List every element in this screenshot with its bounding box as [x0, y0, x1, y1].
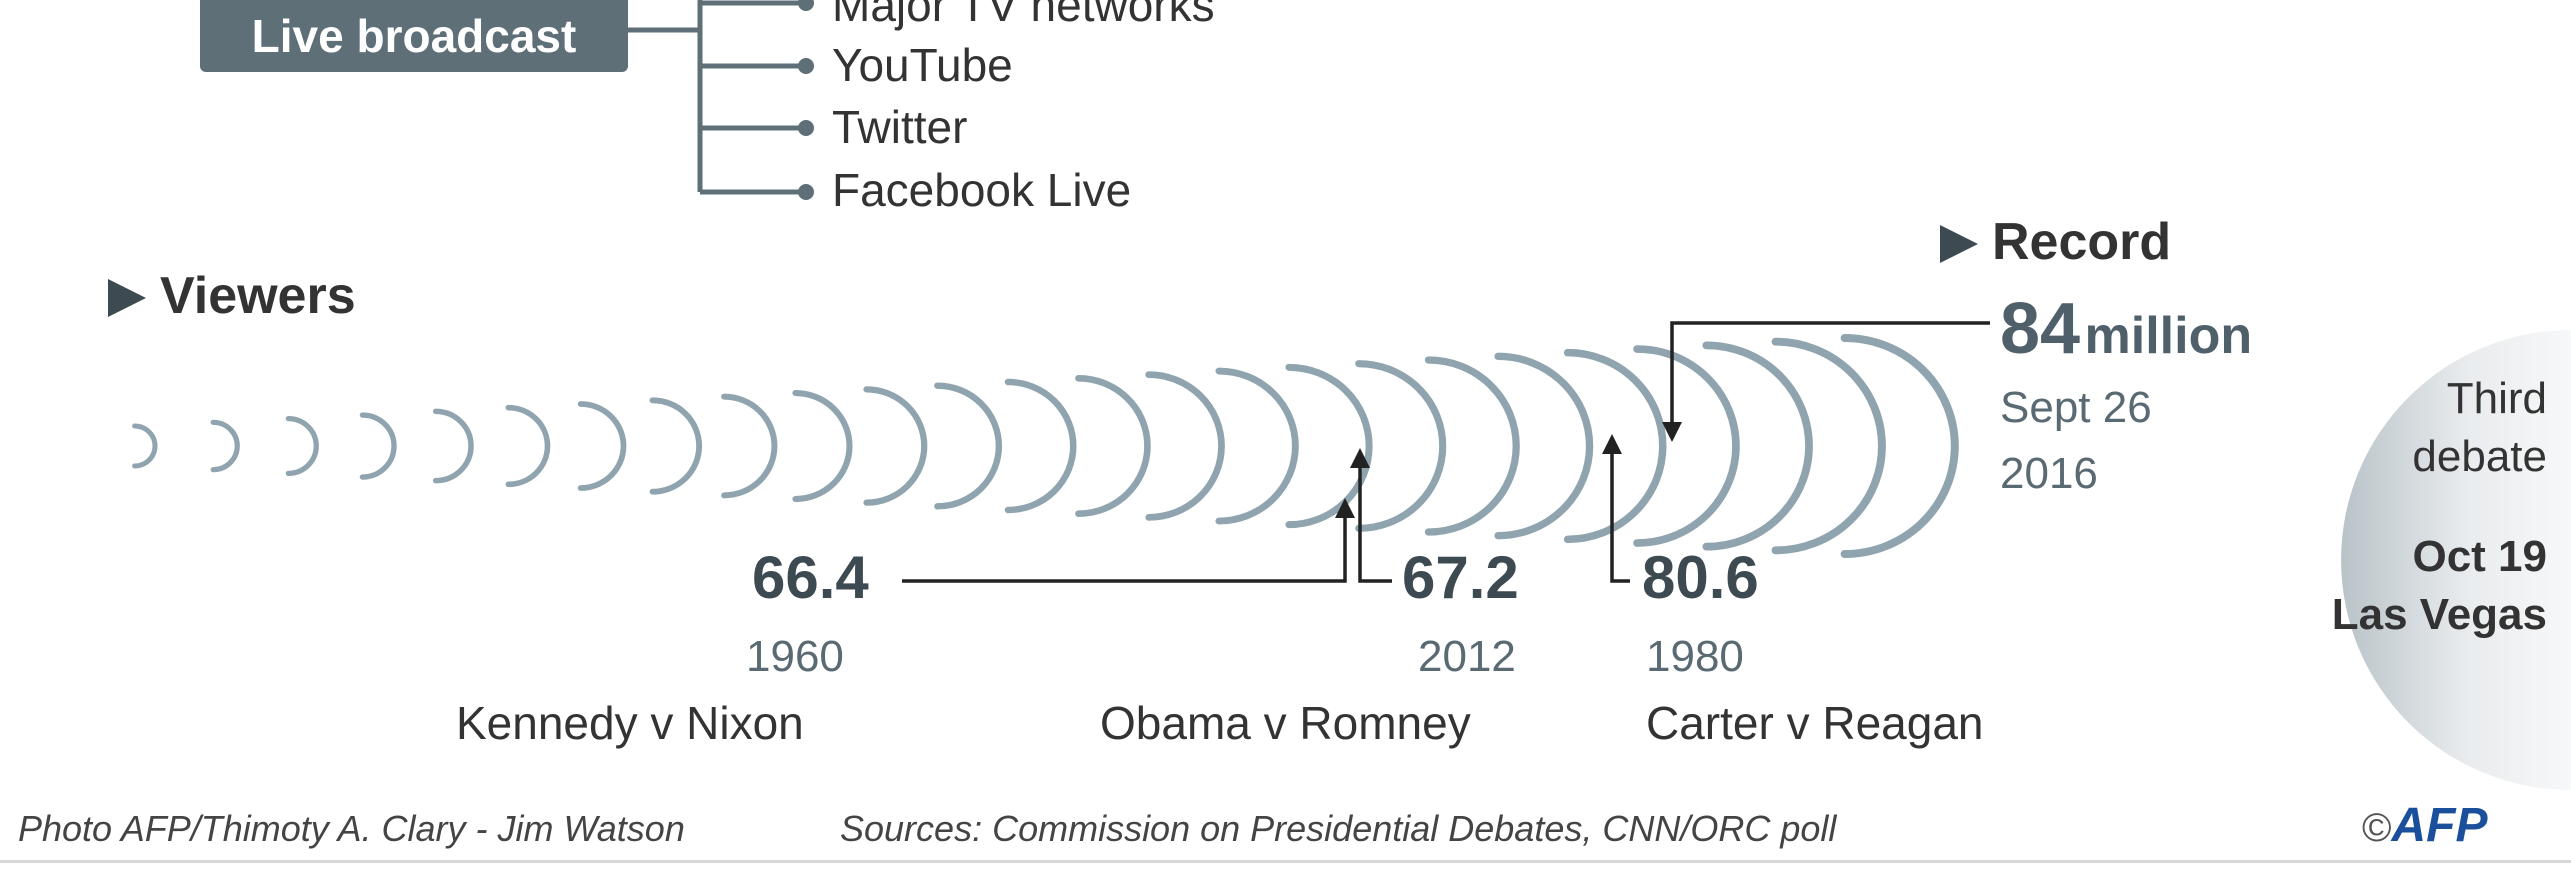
arrow-up-icon [1350, 448, 1370, 468]
afp-logo: ©AFP [2362, 799, 2488, 852]
arrow-up-icon [1602, 434, 1622, 454]
media-item: YouTube [832, 39, 1013, 91]
matchup-1980: Carter v Reagan [1646, 697, 1984, 749]
arrow-up-icon [1335, 498, 1355, 518]
third-debate-line1: Third [2446, 374, 2547, 423]
bullet-icon [798, 58, 814, 74]
viewer-arc [505, 404, 551, 488]
viewers-title: Viewers [108, 266, 356, 326]
record-date-line1: Sept 26 [2000, 383, 2152, 432]
live-broadcast-label: Live broadcast [200, 0, 628, 72]
matchup-2012: Obama v Romney [1100, 697, 1471, 749]
footer-divider [0, 860, 2571, 863]
viewer-arc [285, 416, 319, 476]
viewer-arc [132, 423, 158, 469]
viewer-count-1980: 80.6 [1642, 544, 1759, 611]
viewer-arc [792, 389, 853, 503]
viewer-arc [432, 408, 474, 484]
viewer-arc [210, 419, 240, 473]
viewer-arc [863, 386, 928, 506]
year-1960: 1960 [746, 632, 844, 681]
media-item: Facebook Live [832, 164, 1132, 216]
viewer-arc [1771, 337, 1886, 555]
broadcast-tree-lines [628, 0, 814, 200]
record-date-line2: 2016 [2000, 449, 2098, 498]
media-item: Major TV networks [832, 0, 1215, 31]
bullet-icon [798, 120, 814, 136]
third-debate-line2: debate [2412, 432, 2547, 481]
viewer-arc [649, 397, 703, 495]
viewer-arc [359, 412, 397, 480]
viewer-arc [1494, 352, 1594, 540]
bullet-icon [798, 184, 814, 200]
viewer-arc [1633, 345, 1740, 547]
record-title: Record [1940, 212, 2171, 272]
photo-credit: Photo AFP/Thimoty A. Clary - Jim Watson [18, 808, 685, 849]
viewer-arc [1004, 378, 1077, 514]
matchup-1960: Kennedy v Nixon [456, 697, 804, 749]
viewer-arc [1285, 363, 1373, 529]
third-debate-disc [2341, 330, 2571, 790]
triangle-icon [108, 279, 146, 317]
viewer-arc [1424, 356, 1520, 536]
viewer-arc [1215, 367, 1299, 525]
media-item: Twitter [832, 101, 968, 153]
third-debate-place: Las Vegas [2331, 590, 2547, 639]
record-value: 84 million [2000, 289, 2253, 369]
viewer-arc [1355, 360, 1446, 532]
triangle-icon [1940, 225, 1978, 263]
viewer-arc [934, 382, 1002, 510]
viewer-arc [577, 401, 627, 491]
viewer-arc [721, 393, 778, 499]
year-2012: 2012 [1418, 632, 1516, 681]
viewer-arc [1075, 375, 1151, 517]
viewer-count-1960: 66.4 [752, 544, 869, 611]
viewer-count-2012: 67.2 [1402, 544, 1519, 611]
third-debate-date: Oct 19 [2412, 532, 2547, 581]
viewer-arc [1145, 371, 1225, 521]
sources: Sources: Commission on Presidential Deba… [840, 808, 1837, 849]
year-1980: 1980 [1646, 632, 1744, 681]
viewer-arc [1702, 341, 1813, 551]
arrow-down-icon [1662, 422, 1682, 442]
bullet-icon [798, 0, 814, 11]
viewer-arc [1840, 334, 1959, 558]
